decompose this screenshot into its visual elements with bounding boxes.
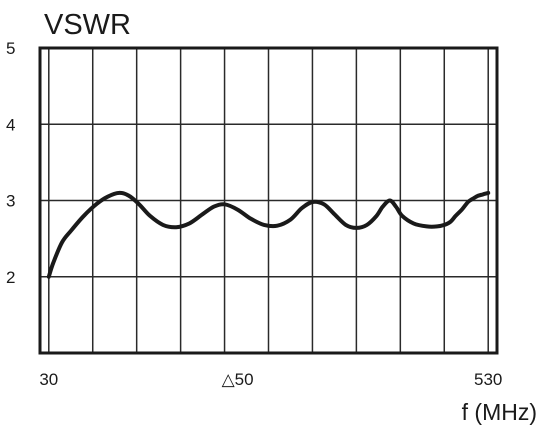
y-tick-labels: 2 3 4 5 — [6, 39, 15, 287]
series-line-0 — [46, 190, 491, 279]
grid-layer — [40, 48, 497, 353]
x-tick-label-2: 530 — [474, 370, 502, 389]
y-tick-label-2: 2 — [6, 268, 15, 287]
y-tick-label-4: 4 — [6, 115, 15, 134]
x-tick-label-1: △50 — [222, 370, 254, 389]
x-axis-label: f (MHz) — [462, 399, 537, 425]
x-tick-labels: 30 △50 530 — [39, 370, 502, 389]
y-tick-label-3: 3 — [6, 192, 15, 211]
chart-title: VSWR — [44, 9, 131, 41]
x-tick-label-0: 30 — [39, 370, 58, 389]
series-layer — [46, 190, 491, 279]
y-tick-label-5: 5 — [6, 39, 15, 58]
plot-frame — [38, 46, 499, 355]
